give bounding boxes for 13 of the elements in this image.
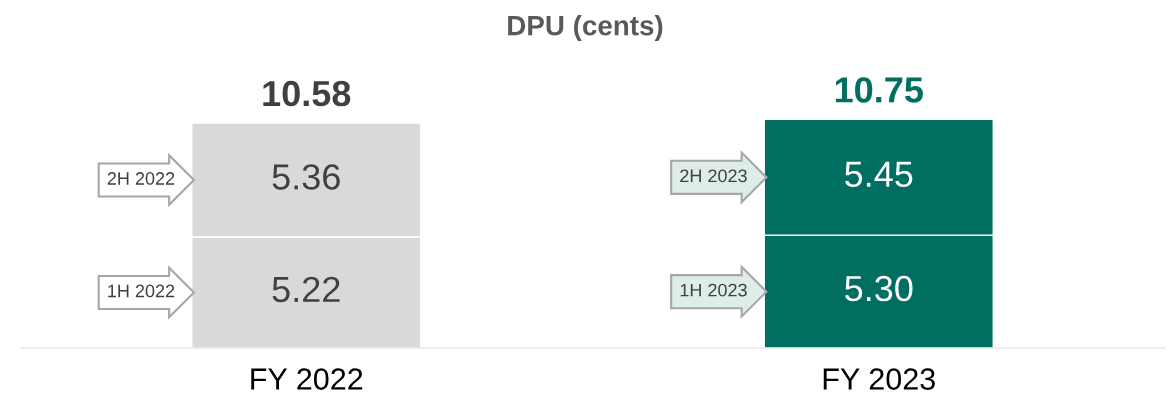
annotation: 1H 2022 <box>108 284 175 298</box>
data-label: 5.30 <box>845 275 913 302</box>
x-tick-label: FY 2022 <box>251 368 363 390</box>
annotation: 2H 2023 <box>680 169 747 183</box>
total-label: 10.75 <box>835 77 923 103</box>
data-label: 5.45 <box>845 161 913 188</box>
x-tick-label: FY 2023 <box>823 368 935 390</box>
data-label: 5.22 <box>272 276 340 303</box>
data-label: 5.36 <box>272 164 340 190</box>
annotation: 2H 2022 <box>107 172 175 185</box>
chart-title: DPU (cents) <box>508 15 663 41</box>
annotation: 1H 2023 <box>680 283 747 297</box>
total-label: 10.58 <box>263 80 351 107</box>
